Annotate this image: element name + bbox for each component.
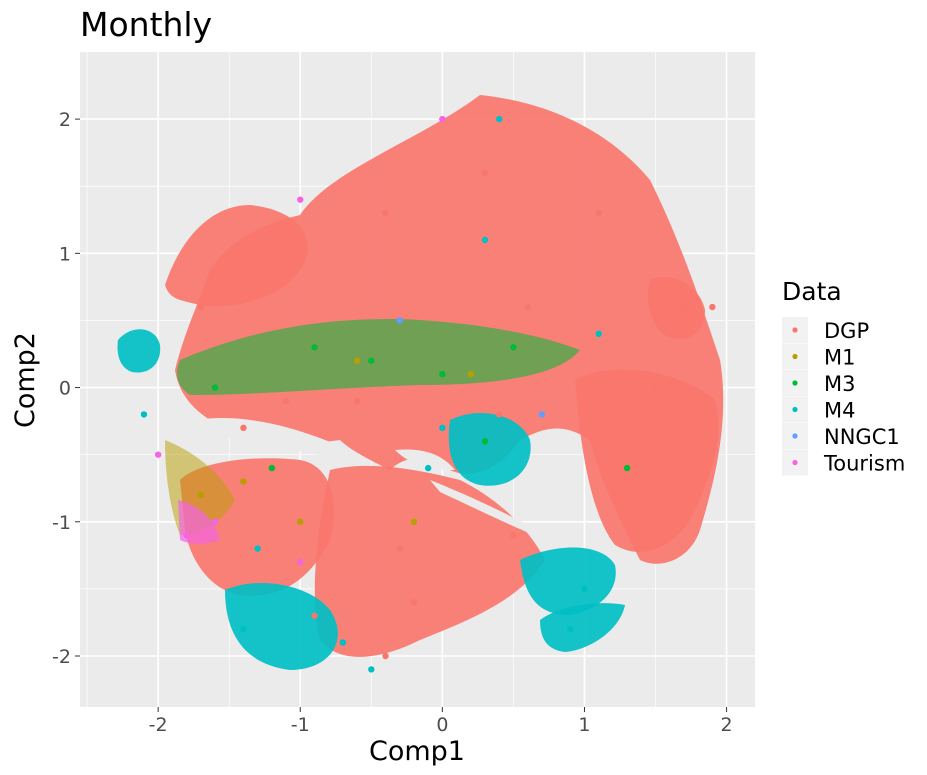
x-tick-label: -2: [149, 714, 168, 736]
legend-label-m4: M4: [824, 399, 855, 423]
y-tick-label: -2: [52, 646, 71, 668]
point-cloud-region: [520, 547, 616, 615]
point-dgp: [382, 652, 389, 660]
point-m4: [496, 115, 503, 123]
data-points: [140, 115, 716, 673]
y-axis-title: Comp2: [10, 332, 41, 428]
point-m4: [368, 666, 375, 673]
legend-key-nngc1: [792, 433, 798, 439]
legend-key-m4: [792, 406, 798, 413]
point-cloud-region: [448, 412, 531, 486]
point-cloud-region: [117, 329, 161, 373]
point-dgp: [410, 599, 418, 606]
legend-key-m1: [792, 353, 798, 360]
point-m3: [268, 464, 276, 472]
x-tick-label: 2: [721, 714, 733, 736]
y-tick-label: -1: [52, 512, 71, 534]
point-m4: [567, 625, 574, 633]
point-tourism: [154, 451, 162, 458]
point-m3: [481, 438, 489, 445]
point-dgp: [510, 531, 517, 539]
point-dgp: [481, 169, 489, 176]
point-m3: [439, 370, 446, 378]
point-dgp: [396, 545, 403, 552]
point-cloud-region: [540, 603, 625, 652]
point-m1: [353, 357, 361, 364]
legend-label-m3: M3: [824, 372, 855, 396]
point-tourism: [297, 196, 304, 203]
point-m3: [211, 384, 219, 391]
point-dgp: [282, 397, 290, 405]
point-nngc1: [396, 317, 403, 324]
legend-label-m1: M1: [824, 346, 855, 370]
point-cloud-region: [177, 319, 580, 395]
legend-label-dgp: DGP: [824, 319, 869, 343]
point-cloud-region: [648, 276, 705, 339]
y-tick-label: 0: [59, 378, 71, 400]
legend-key-m3: [792, 380, 798, 386]
point-m1: [197, 491, 204, 499]
point-m4: [439, 424, 446, 432]
point-m1: [297, 518, 304, 525]
point-m1: [240, 478, 247, 485]
point-dgp: [595, 209, 602, 217]
point-m1: [410, 518, 418, 525]
point-m4: [581, 585, 588, 593]
point-dgp: [382, 209, 389, 217]
point-m4: [481, 236, 489, 244]
point-cloud-region: [165, 205, 308, 307]
legend-key-dgp: [792, 327, 798, 333]
point-m3: [368, 357, 375, 364]
cluster-gap: [395, 449, 455, 470]
legend-label-tourism: Tourism: [823, 452, 905, 476]
point-dgp: [311, 612, 318, 619]
point-m1: [467, 370, 474, 378]
legend-title: Data: [782, 277, 842, 306]
y-tick-label: 1: [59, 243, 71, 265]
point-dgp: [709, 303, 716, 311]
point-tourism: [439, 115, 446, 123]
point-dgp: [197, 303, 204, 311]
point-m4: [424, 464, 432, 472]
y-tick-label: 2: [59, 109, 71, 131]
point-tourism: [183, 531, 190, 539]
cluster-gap: [195, 418, 370, 460]
point-nngc1: [538, 411, 546, 418]
point-m3: [623, 464, 631, 472]
legend-label-nngc1: NNGC1: [824, 425, 900, 449]
point-dgp: [680, 303, 688, 311]
point-m4: [595, 330, 602, 338]
point-cloud-region: [225, 582, 338, 670]
point-dgp: [652, 384, 659, 391]
point-dgp: [240, 424, 247, 432]
point-dgp: [524, 303, 531, 311]
point-dgp: [353, 397, 361, 405]
point-dgp: [652, 478, 659, 485]
point-clouds: [117, 95, 724, 670]
axes: -2 -1 0 1 2 -2 -1 0 1 2: [52, 109, 733, 736]
point-m3: [510, 344, 517, 351]
x-tick-label: 1: [578, 714, 590, 736]
x-axis-title: Comp1: [369, 736, 465, 767]
point-m4: [240, 625, 247, 633]
x-tick-label: -1: [291, 714, 310, 736]
cluster-gap: [430, 480, 565, 545]
point-m4: [254, 545, 261, 552]
point-dgp: [268, 263, 276, 270]
point-cloud-region: [575, 369, 719, 552]
point-m3: [311, 344, 318, 351]
point-m4: [140, 411, 148, 418]
point-dgp: [496, 411, 503, 418]
point-tourism: [211, 518, 219, 525]
point-tourism: [297, 558, 304, 566]
chart-title: Monthly: [80, 5, 212, 44]
x-tick-label: 0: [436, 714, 448, 736]
point-m4: [339, 639, 347, 646]
legend-key-tourism: [792, 459, 798, 466]
